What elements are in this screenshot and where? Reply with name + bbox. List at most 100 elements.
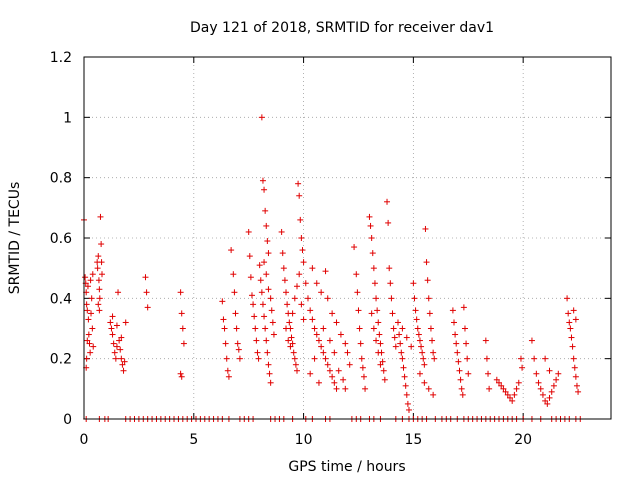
data-point xyxy=(293,367,300,374)
data-point xyxy=(87,349,94,356)
data-point xyxy=(416,370,423,377)
data-point xyxy=(572,316,579,323)
data-point xyxy=(331,379,338,386)
data-point xyxy=(265,286,272,293)
data-point xyxy=(463,340,470,347)
data-point xyxy=(504,391,511,398)
data-point xyxy=(298,235,305,241)
data-point xyxy=(403,334,410,341)
data-point xyxy=(506,394,513,401)
data-point xyxy=(251,313,258,320)
data-point xyxy=(369,250,376,257)
data-point xyxy=(340,376,347,383)
data-point xyxy=(568,334,575,341)
data-point xyxy=(287,343,294,350)
data-point xyxy=(115,289,122,296)
data-point xyxy=(178,310,185,317)
data-point xyxy=(180,340,187,347)
data-point xyxy=(297,216,304,223)
data-point xyxy=(542,355,549,362)
data-point xyxy=(355,307,362,314)
data-point xyxy=(542,397,549,404)
data-point xyxy=(324,361,331,368)
data-point xyxy=(375,349,382,356)
y-tick-label: 0.6 xyxy=(50,231,72,247)
data-point xyxy=(564,295,571,302)
data-point xyxy=(291,355,298,362)
data-point xyxy=(486,385,493,392)
data-point xyxy=(329,310,336,317)
data-point xyxy=(313,331,320,338)
data-point xyxy=(368,310,375,317)
data-point xyxy=(178,373,185,380)
data-point xyxy=(553,376,560,383)
data-point xyxy=(113,322,120,329)
data-point xyxy=(96,286,103,293)
data-point xyxy=(291,295,298,302)
data-point xyxy=(252,325,259,332)
data-point xyxy=(570,355,577,362)
data-point xyxy=(88,310,95,317)
data-point xyxy=(293,283,300,290)
data-point xyxy=(299,247,306,254)
data-point xyxy=(388,295,395,302)
data-point xyxy=(257,277,264,284)
data-point xyxy=(496,379,503,386)
data-point xyxy=(309,265,316,272)
data-point xyxy=(261,313,268,320)
data-point xyxy=(320,325,327,332)
data-point xyxy=(324,295,331,302)
data-point xyxy=(232,310,239,317)
data-point xyxy=(221,325,228,332)
data-point xyxy=(82,274,89,281)
y-tick-label: 0.8 xyxy=(50,171,72,187)
data-point xyxy=(109,313,116,320)
data-point xyxy=(424,277,431,284)
data-point xyxy=(245,228,252,235)
data-point xyxy=(254,349,261,356)
data-point xyxy=(461,325,468,332)
data-point xyxy=(234,340,241,347)
y-tick-label: 0 xyxy=(63,412,72,428)
data-point xyxy=(84,337,91,344)
data-point xyxy=(430,391,437,398)
data-point xyxy=(326,367,333,374)
data-point xyxy=(519,364,526,371)
data-point xyxy=(94,265,101,272)
data-point xyxy=(269,319,276,326)
data-point xyxy=(452,331,459,338)
data-point xyxy=(261,186,268,193)
data-point xyxy=(367,222,374,229)
data-point xyxy=(420,355,427,362)
data-point xyxy=(99,271,106,278)
data-point xyxy=(366,213,373,220)
data-point xyxy=(405,406,412,413)
data-point xyxy=(515,379,522,386)
data-point xyxy=(283,325,290,332)
data-point xyxy=(533,370,540,377)
data-point xyxy=(370,325,377,332)
data-point xyxy=(83,355,90,362)
data-point xyxy=(410,280,417,287)
data-point xyxy=(346,361,353,368)
data-point xyxy=(566,319,573,326)
data-point xyxy=(247,274,254,281)
data-point xyxy=(457,376,464,383)
data-point xyxy=(421,379,428,386)
data-point xyxy=(333,385,340,392)
data-point xyxy=(455,358,462,365)
data-point xyxy=(565,310,572,317)
data-point xyxy=(353,271,360,278)
data-point xyxy=(370,265,377,272)
y-axis-label: SRMTID / TECUs xyxy=(7,182,23,295)
data-point xyxy=(265,361,272,368)
data-point xyxy=(427,325,434,332)
data-point xyxy=(179,325,186,332)
data-point xyxy=(96,307,103,314)
data-point xyxy=(390,325,397,332)
data-point xyxy=(422,225,429,232)
data-point xyxy=(458,385,465,392)
data-point xyxy=(119,361,126,368)
data-point xyxy=(88,295,95,302)
data-point xyxy=(230,271,237,278)
